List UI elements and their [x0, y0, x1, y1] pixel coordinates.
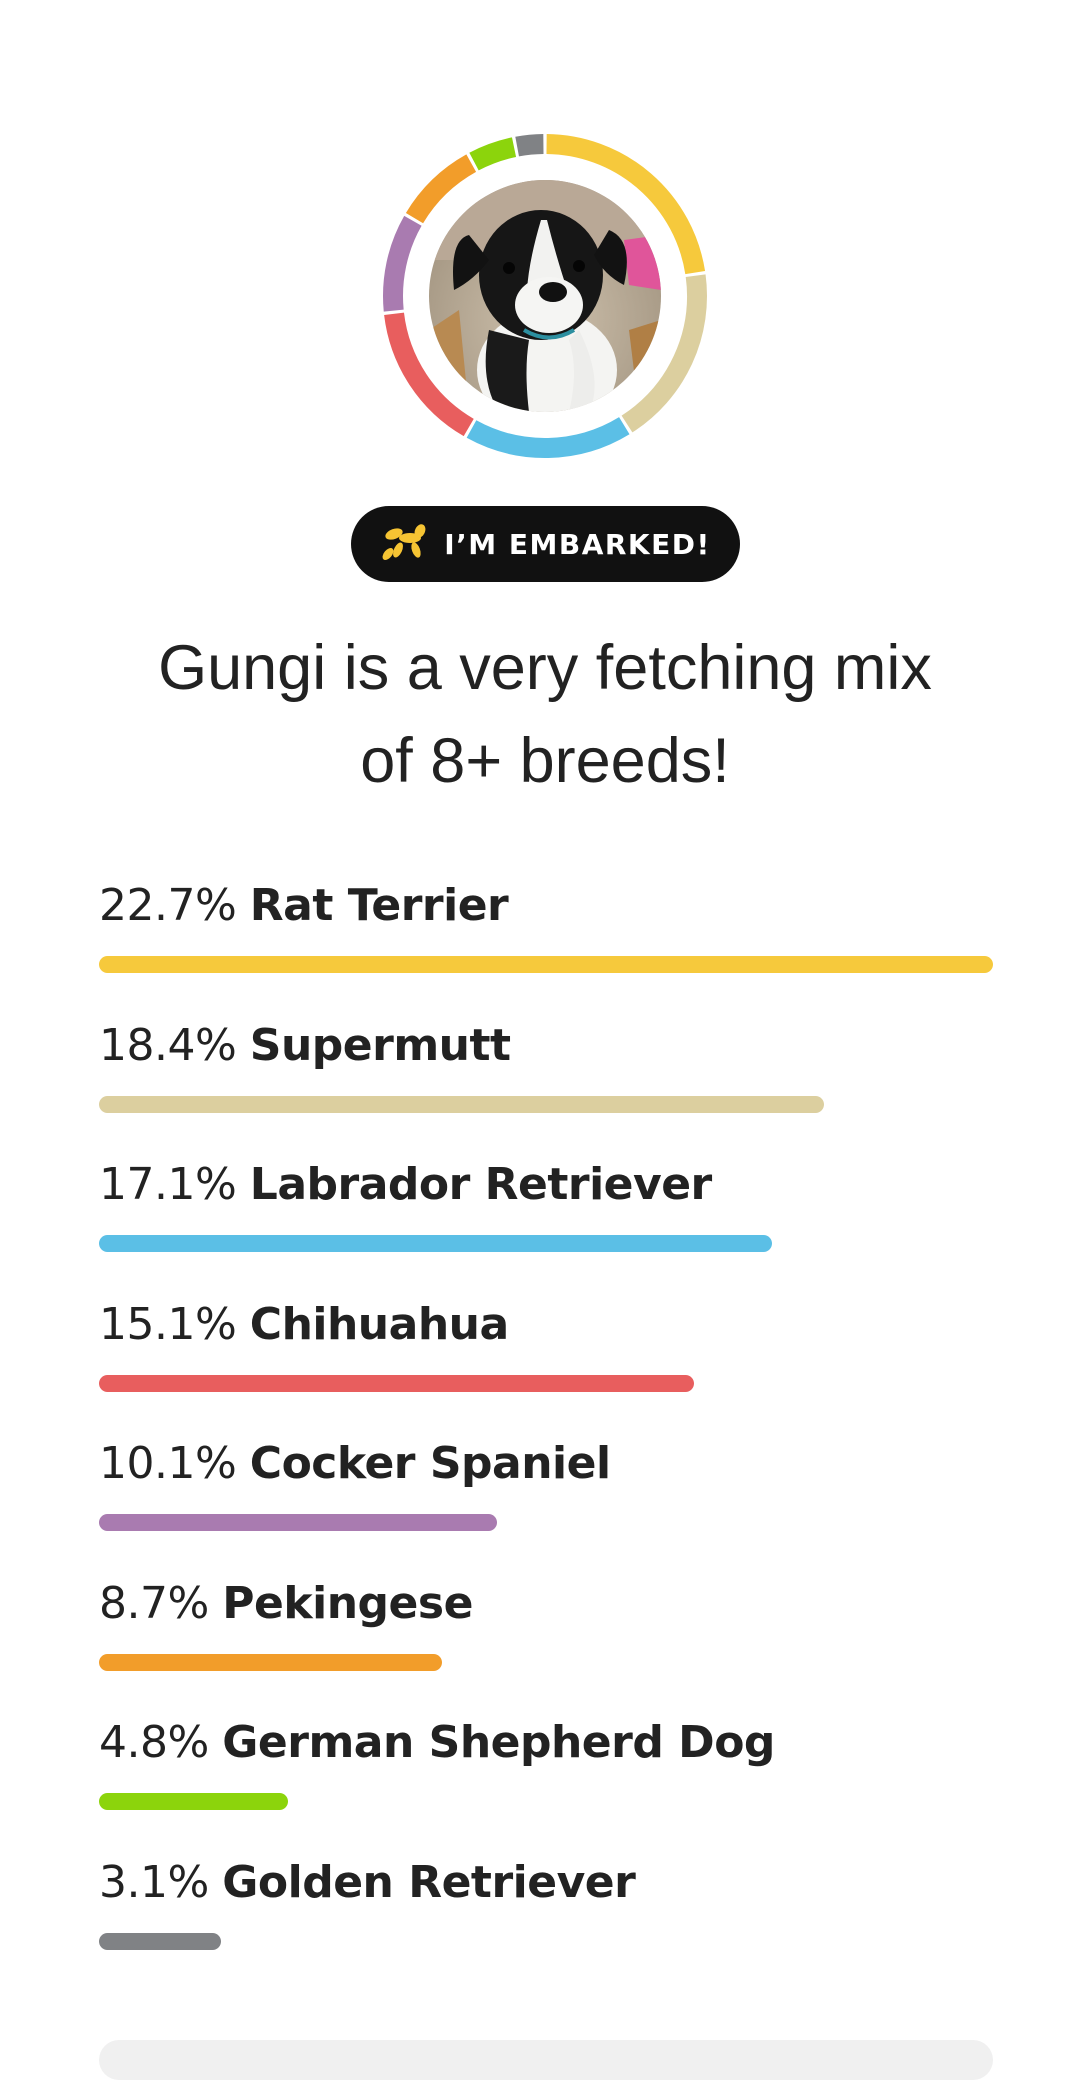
- breed-label: 10.1% Cocker Spaniel: [99, 1436, 611, 1492]
- breed-name: Golden Retriever: [222, 1856, 636, 1908]
- breed-row: 8.7% Pekingese: [99, 1576, 999, 1716]
- breed-name: Pekingese: [222, 1577, 473, 1629]
- ring-segment: [466, 417, 630, 458]
- breed-name: Chihuahua: [249, 1298, 509, 1350]
- ring-segment: [515, 134, 544, 157]
- breed-row: 3.1% Golden Retriever: [99, 1855, 999, 1995]
- breed-label: 15.1% Chihuahua: [99, 1297, 509, 1353]
- ring-segment: [384, 312, 474, 437]
- breed-bar-track: [99, 1514, 993, 1531]
- breed-bar-track: [99, 1793, 993, 1810]
- breed-percentage: 8.7%: [99, 1577, 209, 1629]
- dog-avatar: [429, 180, 661, 412]
- breed-bar: [99, 956, 993, 973]
- dog-photo: [429, 180, 661, 412]
- breed-breakdown-list: 22.7% Rat Terrier 18.4% Supermutt 17.1% La…: [99, 878, 999, 1994]
- breed-bar-track: [99, 956, 993, 973]
- headline-line-2: of 8+ breeds!: [360, 726, 730, 796]
- breed-percentage: 10.1%: [99, 1438, 237, 1489]
- breed-percentage: 3.1%: [99, 1856, 209, 1908]
- breed-percentage: 4.8%: [99, 1717, 209, 1768]
- breed-percentage: 22.7%: [99, 880, 237, 931]
- breed-row: 10.1% Cocker Spaniel: [99, 1436, 999, 1576]
- breed-bar-track: [99, 1653, 993, 1671]
- ring-segment: [383, 215, 422, 312]
- breed-name: Labrador Retriever: [249, 1159, 712, 1210]
- breed-bar: [99, 1095, 824, 1113]
- breed-bar-track: [99, 1095, 993, 1113]
- breed-bar: [99, 1514, 497, 1531]
- badge-label: I’M EMBARKED!: [444, 527, 711, 561]
- breed-row: 15.1% Chihuahua: [99, 1297, 999, 1437]
- breed-ring: [381, 132, 709, 460]
- breed-label: 8.7% Pekingese: [99, 1576, 473, 1632]
- breed-mix-headline: Gungi is a very fetching mix of 8+ breed…: [60, 622, 1030, 808]
- breed-bar: [99, 1932, 221, 1950]
- breed-bar: [99, 1793, 288, 1810]
- breed-bar: [99, 1653, 442, 1671]
- breed-row: 18.4% Supermutt: [99, 1018, 999, 1158]
- breed-bar-track: [99, 1235, 993, 1252]
- embarked-badge: I’M EMBARKED!: [351, 506, 740, 582]
- breed-bar: [99, 1235, 772, 1252]
- breed-label: 3.1% Golden Retriever: [99, 1855, 636, 1911]
- breed-percentage: 18.4%: [99, 1019, 237, 1071]
- breed-label: 22.7% Rat Terrier: [99, 878, 509, 934]
- breed-name: German Shepherd Dog: [222, 1717, 775, 1768]
- breed-bar-track: [99, 1374, 993, 1392]
- breed-label: 18.4% Supermutt: [99, 1018, 511, 1074]
- breed-percentage: 15.1%: [99, 1298, 237, 1350]
- headline-line-1: Gungi is a very fetching mix: [158, 633, 932, 703]
- breed-row: 22.7% Rat Terrier: [99, 878, 999, 1018]
- next-card-edge: [99, 2040, 993, 2080]
- breed-name: Rat Terrier: [249, 880, 509, 931]
- ring-segment: [469, 137, 517, 171]
- breed-bar-track: [99, 1932, 993, 1950]
- breed-percentage: 17.1%: [99, 1159, 237, 1210]
- breed-bar: [99, 1374, 694, 1392]
- breed-name: Cocker Spaniel: [249, 1438, 611, 1489]
- breed-label: 17.1% Labrador Retriever: [99, 1157, 712, 1213]
- balloon-dog-icon: [380, 522, 426, 567]
- breed-name: Supermutt: [249, 1019, 511, 1071]
- breed-row: 17.1% Labrador Retriever: [99, 1157, 999, 1297]
- breed-label: 4.8% German Shepherd Dog: [99, 1715, 775, 1771]
- breed-row: 4.8% German Shepherd Dog: [99, 1715, 999, 1855]
